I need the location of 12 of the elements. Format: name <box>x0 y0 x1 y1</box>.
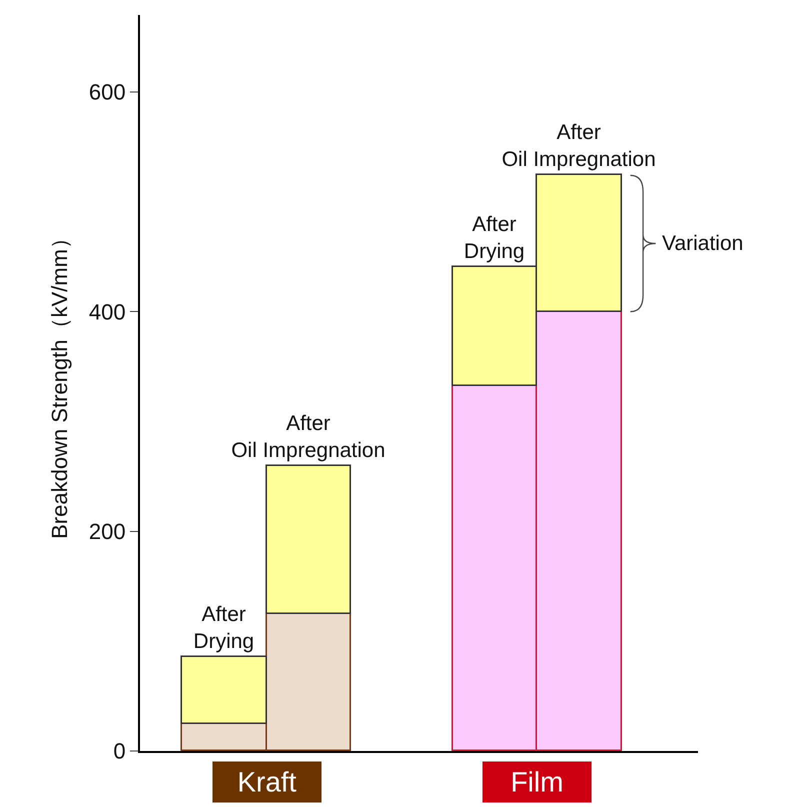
data-label: After Drying <box>193 602 254 654</box>
y-tick-label: 200 <box>88 519 126 544</box>
data-label: After Oil Impregnation <box>231 412 386 462</box>
text: Kraft <box>237 766 297 798</box>
text: Film <box>510 766 564 798</box>
annotation: Variation <box>662 232 744 255</box>
data-label: After Oil Impregnation <box>502 120 656 172</box>
y-tick-label: 400 <box>88 299 126 324</box>
data-label: After Drying <box>464 212 525 264</box>
y-axis-title: Breakdown Strength（kV/mm） <box>47 227 72 539</box>
y-tick-label: 600 <box>88 80 126 105</box>
y-tick-label: 0 <box>113 738 126 764</box>
